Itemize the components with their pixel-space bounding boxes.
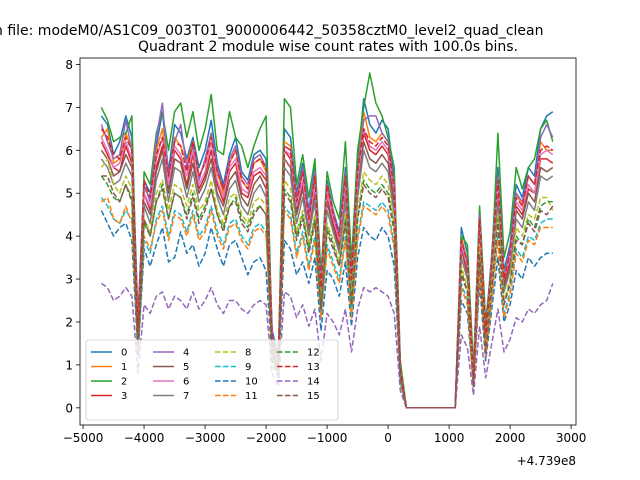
legend-label-7: 7 xyxy=(183,391,189,402)
y-tick-label: 7 xyxy=(65,101,73,115)
y-tick-label: 5 xyxy=(65,187,73,201)
x-tick-label: −3000 xyxy=(185,431,226,445)
plot-frame xyxy=(79,57,577,426)
x-tick-label: −2000 xyxy=(246,431,287,445)
legend-label-0: 0 xyxy=(121,348,127,359)
legend-label-3: 3 xyxy=(121,391,127,402)
series-line-11 xyxy=(100,196,553,409)
legend-label-6: 6 xyxy=(183,377,189,388)
y-tick-label: 1 xyxy=(65,358,73,372)
legend-label-12: 12 xyxy=(307,348,320,359)
legend-label-15: 15 xyxy=(307,391,320,402)
x-axis: −5000 −4000 −3000 −2000 −1000 0 1000 2000 3000 xyxy=(63,425,587,445)
x-tick-label: −4000 xyxy=(124,431,165,445)
legend-box xyxy=(85,339,339,421)
legend-label-10: 10 xyxy=(245,377,258,388)
legend-label-2: 2 xyxy=(121,377,127,388)
legend-label-8: 8 xyxy=(245,348,251,359)
series-line-15 xyxy=(101,175,554,409)
chart-title: Quadrant 2 module wise count rates with … xyxy=(138,39,518,55)
y-axis: 0 1 2 3 4 5 6 7 8 xyxy=(65,58,80,415)
figure-suptitle: n file: modeM0/AS1C09_003T01_9000006442_… xyxy=(0,23,543,39)
x-tick-label: 1000 xyxy=(434,431,465,445)
legend-label-13: 13 xyxy=(307,362,320,373)
y-tick-label: 8 xyxy=(65,58,73,72)
x-tick-label: −1000 xyxy=(307,431,348,445)
series-line-8 xyxy=(100,158,554,409)
legend-label-9: 9 xyxy=(245,362,251,373)
y-tick-label: 4 xyxy=(65,230,73,244)
x-tick-label: 0 xyxy=(384,431,392,445)
y-tick-label: 0 xyxy=(65,401,73,415)
series-line-14 xyxy=(100,282,554,409)
series-line-13 xyxy=(100,128,554,409)
legend-label-11: 11 xyxy=(245,391,258,402)
x-tick-label: −5000 xyxy=(63,431,104,445)
legend-label-4: 4 xyxy=(183,348,189,359)
y-tick-label: 2 xyxy=(65,315,73,329)
x-tick-label: 3000 xyxy=(556,431,587,445)
x-tick-label: 2000 xyxy=(495,431,526,445)
y-tick-label: 3 xyxy=(65,273,73,287)
legend-label-1: 1 xyxy=(121,362,127,373)
legend-label-5: 5 xyxy=(183,362,189,373)
x-offset-label: +4.739e8 xyxy=(517,454,576,468)
series-layer xyxy=(100,72,554,409)
y-tick-label: 6 xyxy=(65,144,73,158)
legend-label-14: 14 xyxy=(307,377,320,388)
